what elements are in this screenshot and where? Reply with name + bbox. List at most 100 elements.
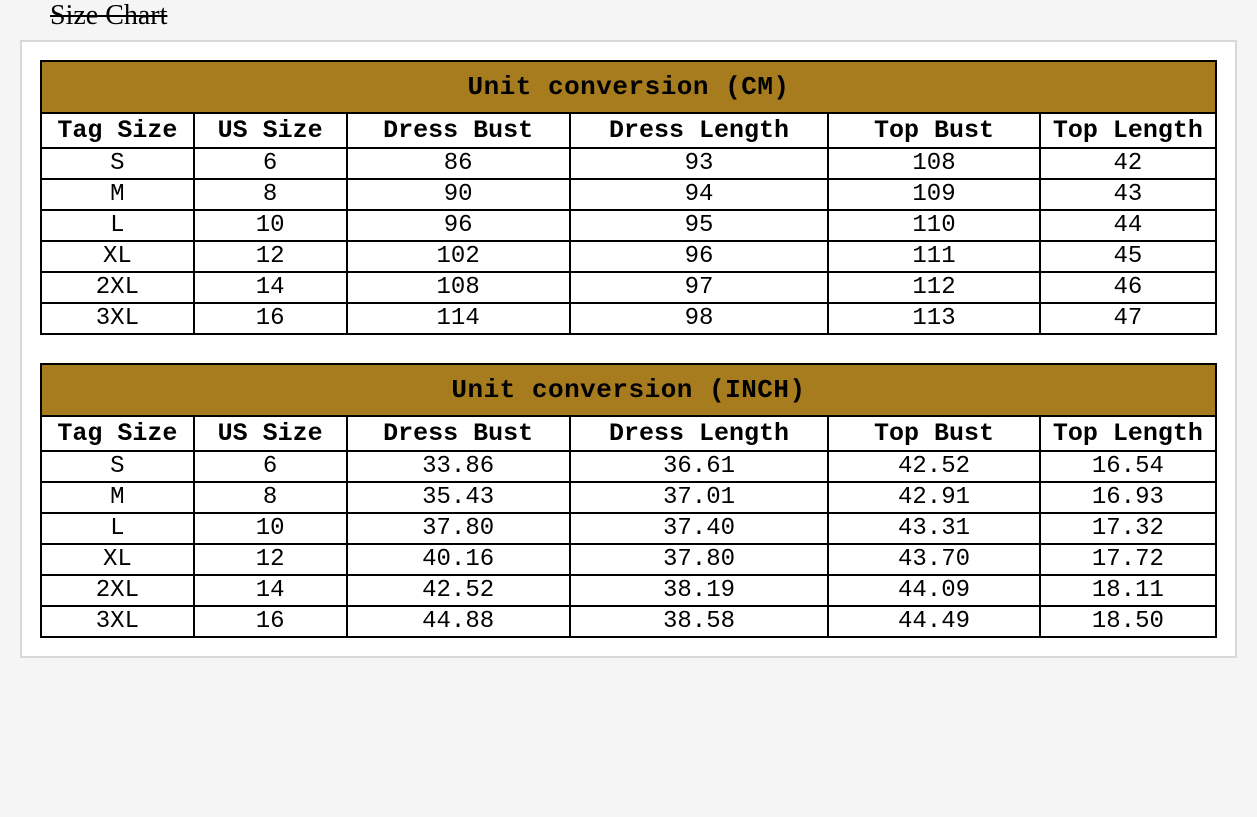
cell-us-size: 12 <box>194 241 347 272</box>
table-title-row: Unit conversion (CM) <box>41 61 1216 113</box>
cell-dress-bust: 44.88 <box>347 606 570 637</box>
cell-tag-size: L <box>41 210 194 241</box>
table-title-row: Unit conversion (INCH) <box>41 364 1216 416</box>
cell-dress-bust: 42.52 <box>347 575 570 606</box>
cell-dress-length: 37.80 <box>570 544 829 575</box>
table-header-row: Tag Size US Size Dress Bust Dress Length… <box>41 416 1216 451</box>
col-header-us-size: US Size <box>194 416 347 451</box>
cell-dress-length: 96 <box>570 241 829 272</box>
cell-top-length: 18.50 <box>1040 606 1216 637</box>
cell-top-bust: 42.52 <box>828 451 1040 482</box>
cell-top-length: 17.32 <box>1040 513 1216 544</box>
cell-tag-size: 2XL <box>41 575 194 606</box>
cell-dress-bust: 40.16 <box>347 544 570 575</box>
col-header-tag-size: Tag Size <box>41 416 194 451</box>
table-row: XL 12 102 96 111 45 <box>41 241 1216 272</box>
cell-top-bust: 43.70 <box>828 544 1040 575</box>
cell-tag-size: S <box>41 451 194 482</box>
cell-us-size: 10 <box>194 513 347 544</box>
cell-top-length: 42 <box>1040 148 1216 179</box>
cell-top-length: 16.54 <box>1040 451 1216 482</box>
cell-top-bust: 109 <box>828 179 1040 210</box>
table-row: S 6 33.86 36.61 42.52 16.54 <box>41 451 1216 482</box>
table-row: L 10 37.80 37.40 43.31 17.32 <box>41 513 1216 544</box>
cell-tag-size: M <box>41 179 194 210</box>
cell-us-size: 16 <box>194 606 347 637</box>
cell-top-bust: 44.49 <box>828 606 1040 637</box>
table-header-row: Tag Size US Size Dress Bust Dress Length… <box>41 113 1216 148</box>
cell-dress-length: 97 <box>570 272 829 303</box>
cell-dress-bust: 96 <box>347 210 570 241</box>
cell-us-size: 8 <box>194 179 347 210</box>
cell-top-bust: 44.09 <box>828 575 1040 606</box>
table-row: M 8 35.43 37.01 42.91 16.93 <box>41 482 1216 513</box>
cell-tag-size: XL <box>41 241 194 272</box>
cell-dress-length: 94 <box>570 179 829 210</box>
col-header-dress-length: Dress Length <box>570 416 829 451</box>
cell-dress-bust: 102 <box>347 241 570 272</box>
page-title: Size Chart <box>20 0 1237 40</box>
cell-dress-bust: 37.80 <box>347 513 570 544</box>
cell-dress-bust: 35.43 <box>347 482 570 513</box>
cell-dress-length: 93 <box>570 148 829 179</box>
table-row: M 8 90 94 109 43 <box>41 179 1216 210</box>
cell-dress-bust: 86 <box>347 148 570 179</box>
cell-dress-length: 38.19 <box>570 575 829 606</box>
cell-us-size: 8 <box>194 482 347 513</box>
table-row: 3XL 16 114 98 113 47 <box>41 303 1216 334</box>
cell-tag-size: XL <box>41 544 194 575</box>
table-title: Unit conversion (INCH) <box>41 364 1216 416</box>
cell-tag-size: 3XL <box>41 606 194 637</box>
col-header-tag-size: Tag Size <box>41 113 194 148</box>
cell-top-length: 46 <box>1040 272 1216 303</box>
cell-dress-bust: 33.86 <box>347 451 570 482</box>
cell-top-bust: 110 <box>828 210 1040 241</box>
cell-top-length: 17.72 <box>1040 544 1216 575</box>
table-row: XL 12 40.16 37.80 43.70 17.72 <box>41 544 1216 575</box>
cell-top-length: 47 <box>1040 303 1216 334</box>
cell-top-length: 45 <box>1040 241 1216 272</box>
table-title: Unit conversion (CM) <box>41 61 1216 113</box>
cell-dress-bust: 114 <box>347 303 570 334</box>
table-row: L 10 96 95 110 44 <box>41 210 1216 241</box>
cell-top-length: 44 <box>1040 210 1216 241</box>
table-row: 2XL 14 42.52 38.19 44.09 18.11 <box>41 575 1216 606</box>
cell-tag-size: L <box>41 513 194 544</box>
cell-top-bust: 43.31 <box>828 513 1040 544</box>
table-row: 3XL 16 44.88 38.58 44.49 18.50 <box>41 606 1216 637</box>
cell-top-bust: 108 <box>828 148 1040 179</box>
cell-dress-length: 37.01 <box>570 482 829 513</box>
cell-us-size: 14 <box>194 272 347 303</box>
cell-dress-length: 38.58 <box>570 606 829 637</box>
cell-us-size: 6 <box>194 451 347 482</box>
col-header-dress-bust: Dress Bust <box>347 416 570 451</box>
cell-dress-length: 95 <box>570 210 829 241</box>
cell-top-bust: 112 <box>828 272 1040 303</box>
col-header-us-size: US Size <box>194 113 347 148</box>
cell-tag-size: M <box>41 482 194 513</box>
cell-dress-length: 36.61 <box>570 451 829 482</box>
cell-dress-length: 98 <box>570 303 829 334</box>
cell-us-size: 14 <box>194 575 347 606</box>
cell-dress-bust: 90 <box>347 179 570 210</box>
size-table-inch: Unit conversion (INCH) Tag Size US Size … <box>40 363 1217 638</box>
size-chart-container: Unit conversion (CM) Tag Size US Size Dr… <box>20 40 1237 658</box>
size-table-cm: Unit conversion (CM) Tag Size US Size Dr… <box>40 60 1217 335</box>
col-header-top-bust: Top Bust <box>828 416 1040 451</box>
cell-top-length: 43 <box>1040 179 1216 210</box>
cell-top-bust: 111 <box>828 241 1040 272</box>
table-row: S 6 86 93 108 42 <box>41 148 1216 179</box>
cell-tag-size: S <box>41 148 194 179</box>
cell-us-size: 12 <box>194 544 347 575</box>
cell-dress-bust: 108 <box>347 272 570 303</box>
cell-us-size: 6 <box>194 148 347 179</box>
cell-top-bust: 42.91 <box>828 482 1040 513</box>
col-header-dress-bust: Dress Bust <box>347 113 570 148</box>
cell-tag-size: 2XL <box>41 272 194 303</box>
cell-us-size: 10 <box>194 210 347 241</box>
cell-top-length: 18.11 <box>1040 575 1216 606</box>
col-header-top-length: Top Length <box>1040 416 1216 451</box>
cell-us-size: 16 <box>194 303 347 334</box>
col-header-dress-length: Dress Length <box>570 113 829 148</box>
col-header-top-length: Top Length <box>1040 113 1216 148</box>
